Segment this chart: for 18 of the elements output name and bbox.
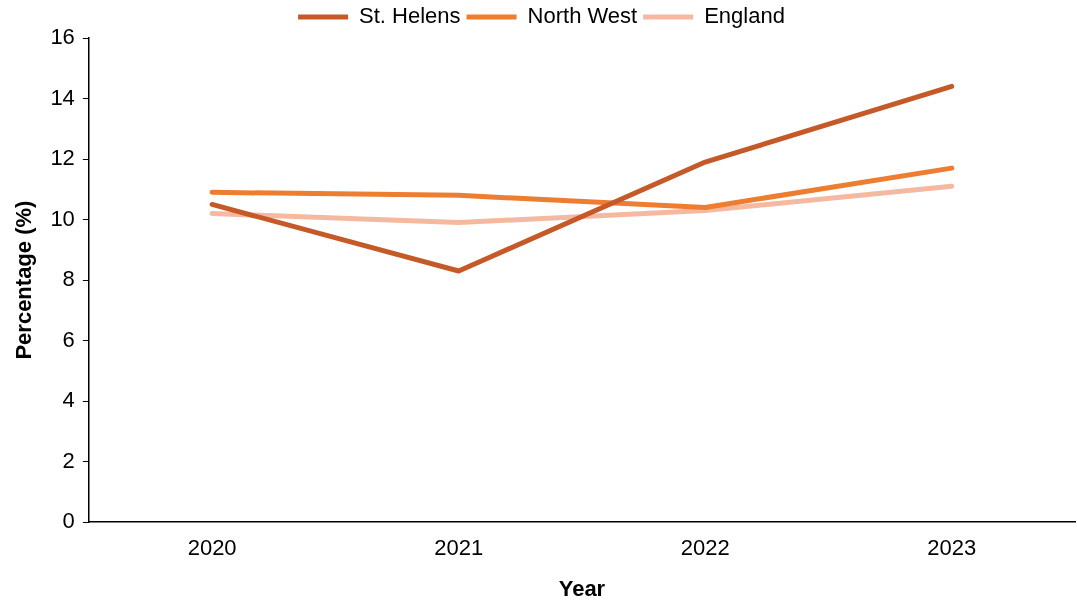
legend-label: North West [527, 3, 638, 29]
y-tick-label: 12 [50, 145, 75, 171]
y-tick-label: 8 [62, 266, 75, 292]
y-tick-label: 10 [50, 205, 75, 231]
y-axis-title: Percentage (%) [11, 200, 37, 360]
y-tick-label: 14 [50, 84, 75, 110]
y-tick-label: 2 [62, 447, 75, 473]
y-tick-label: 6 [62, 326, 75, 352]
x-tick-label: 2022 [680, 535, 730, 561]
y-tick-label: 4 [62, 387, 75, 413]
y-tick-label: 16 [50, 24, 75, 50]
x-tick-label: 2021 [434, 535, 484, 561]
x-tick-label: 2020 [187, 535, 237, 561]
legend-label: St. Helens [359, 3, 461, 29]
x-axis-title: Year [558, 575, 606, 601]
x-tick-label: 2023 [927, 535, 977, 561]
y-tick-label: 0 [62, 508, 75, 534]
legend-label: England [704, 3, 785, 29]
